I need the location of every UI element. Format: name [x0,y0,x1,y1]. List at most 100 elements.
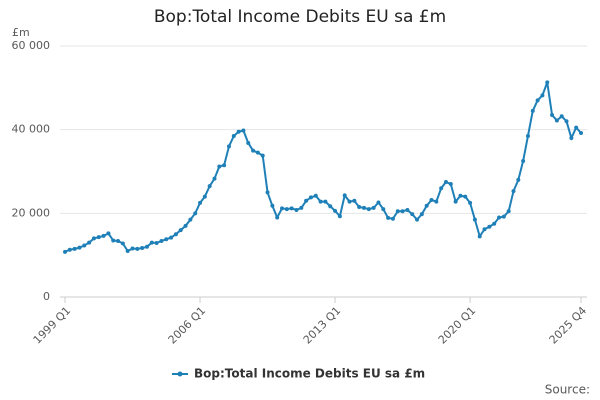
data-point [559,114,564,119]
data-point [458,193,463,198]
data-point [140,246,145,251]
data-point [106,231,111,236]
data-point [521,159,526,164]
data-point [468,200,473,205]
data-point [381,207,386,212]
data-point [429,197,434,202]
data-point [395,209,400,214]
data-point [231,133,236,138]
data-point [424,203,429,208]
data-point [366,207,371,212]
data-point [501,214,506,219]
y-tick-label: 60 000 [12,39,51,52]
data-point [463,194,468,199]
data-point [497,215,502,220]
data-point [453,199,458,204]
data-point [212,176,217,181]
data-point [308,195,313,200]
data-point [125,248,130,253]
data-point [492,221,497,226]
data-point [342,193,347,198]
y-tick-label: 0 [43,290,50,303]
data-point [222,163,227,168]
data-point [313,193,318,198]
data-point [63,249,67,254]
data-point [318,199,323,204]
data-point [550,113,555,118]
data-point [169,235,174,240]
data-point [265,190,270,195]
data-point [352,198,357,203]
data-point [376,200,381,205]
data-point [236,129,241,134]
data-point [149,240,154,245]
data-point [154,241,159,246]
data-point [439,186,444,191]
data-point [337,214,342,219]
data-point [361,205,366,210]
data-point [472,217,477,222]
data-point [415,217,420,222]
data-point [120,241,125,246]
data-point [72,246,77,251]
data-point [246,141,251,146]
data-point [516,177,521,182]
data-point [82,243,87,248]
data-point [511,189,516,194]
data-point [357,205,362,210]
data-point [477,234,482,239]
data-point [347,199,352,204]
data-point [299,205,304,210]
data-point [255,150,260,155]
y-axis-label: £m [12,26,30,39]
data-point [96,235,101,240]
data-point [178,228,183,233]
data-point [159,238,164,243]
x-tick-label: 2020 Q1 [436,304,479,347]
data-point [207,184,212,189]
data-point [67,247,72,252]
data-point [530,108,535,113]
data-point [390,216,395,221]
data-point [198,200,203,205]
y-tick-label: 40 000 [12,123,51,136]
data-point [410,212,415,217]
data-point [540,93,545,98]
data-point [405,207,410,212]
data-point [506,209,511,214]
data-point [564,119,569,124]
data-point [443,179,448,184]
data-point [173,232,178,237]
series-line [64,82,582,253]
legend-label: Bop:Total Income Debits EU sa £m [194,367,425,381]
data-point [217,164,222,169]
x-tick-label: 2025 Q4 [547,304,590,347]
legend-marker [177,371,183,377]
data-point [525,133,530,138]
data-point [135,246,140,251]
data-point [260,153,265,158]
data-point [289,206,294,211]
data-point [400,209,405,214]
x-tick-label: 2006 Q1 [166,304,209,347]
x-tick-label: 2013 Q1 [301,304,344,347]
data-point [270,203,275,208]
data-point [448,182,453,187]
data-point [275,215,280,220]
source: Source: [545,383,590,397]
x-tick-label: 1999 Q1 [31,304,74,347]
data-point [323,199,328,204]
data-point [554,118,559,123]
data-point [144,244,149,249]
chart-title: Bop:Total Income Debits EU sa £m [154,7,446,27]
data-point [333,208,338,213]
data-point [101,233,106,238]
data-point [371,205,376,210]
data-point [482,227,487,232]
data-point [193,211,198,216]
data-point [87,240,92,245]
data-point [304,198,309,203]
data-point [226,144,231,149]
data-point [579,131,583,136]
data-point [419,212,424,217]
